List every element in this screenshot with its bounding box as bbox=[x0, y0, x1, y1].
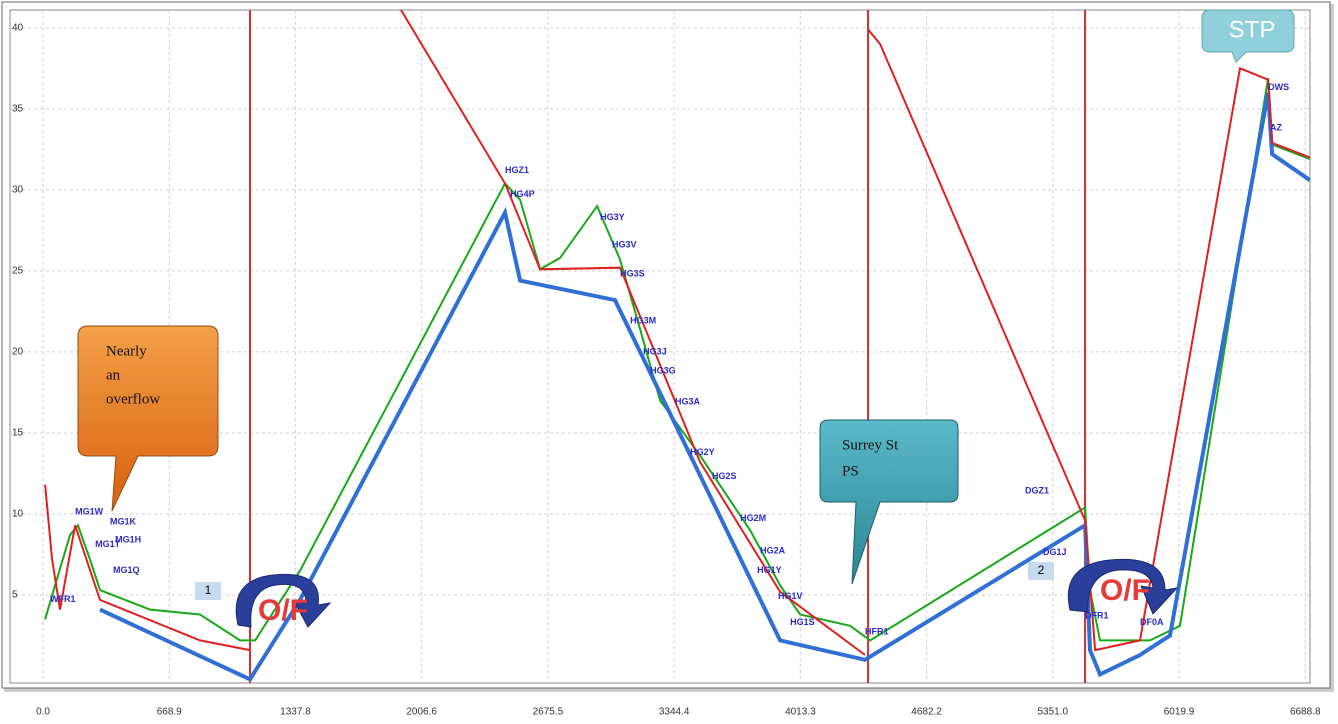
y-tick-label: 25 bbox=[12, 266, 24, 277]
callout-text: Surrey St bbox=[842, 437, 899, 453]
overflow-callout: Nearly an overflow bbox=[77, 325, 219, 512]
node-label: HG2S bbox=[712, 471, 737, 481]
node-label: HG1S bbox=[790, 617, 815, 627]
y-tick-label: 35 bbox=[12, 103, 24, 114]
node-label: HGZ1 bbox=[505, 165, 529, 175]
node-label: MG1T bbox=[95, 539, 121, 549]
profile-line bbox=[867, 28, 1310, 652]
x-tick-label: 4682.2 bbox=[911, 707, 942, 718]
node-label: MG1W bbox=[75, 507, 104, 517]
overflow-arrow: O/F bbox=[1067, 558, 1179, 615]
x-tick-label: 2006.6 bbox=[406, 707, 437, 718]
node-label: DGZ1 bbox=[1025, 486, 1049, 496]
profile-line bbox=[44, 484, 251, 652]
x-tick-label: 6019.9 bbox=[1164, 707, 1195, 718]
callout-text: overflow bbox=[106, 391, 160, 407]
number-box bbox=[195, 582, 221, 600]
x-tick-label: 0.0 bbox=[36, 707, 50, 718]
profile-line bbox=[399, 10, 866, 656]
of-label: O/F bbox=[1100, 574, 1150, 607]
node-label: HG4P bbox=[510, 189, 535, 199]
profile-line bbox=[44, 77, 1310, 642]
x-tick-label: 4013.3 bbox=[785, 707, 816, 718]
of-label: O/F bbox=[258, 594, 308, 627]
node-label: HG2Y bbox=[690, 447, 715, 457]
node-label: HG3S bbox=[620, 269, 645, 279]
node-label: HG2A bbox=[760, 546, 786, 556]
x-tick-label: 2675.5 bbox=[533, 707, 564, 718]
number-label: 2 bbox=[1038, 563, 1045, 577]
number-box bbox=[1028, 562, 1054, 580]
profile-line bbox=[99, 92, 1310, 682]
node-label: WFR1 bbox=[50, 594, 76, 604]
stp-badge: STP bbox=[1201, 9, 1295, 63]
node-label: DFR1 bbox=[1085, 610, 1109, 620]
overflow-arrow: O/F bbox=[235, 573, 332, 628]
node-label: HG3G bbox=[650, 366, 676, 376]
node-label: HG3M bbox=[630, 316, 656, 326]
node-label: DG1J bbox=[1043, 547, 1067, 557]
node-label: MG1K bbox=[110, 516, 137, 526]
callout-text: PS bbox=[842, 463, 859, 479]
y-tick-label: 40 bbox=[12, 22, 24, 33]
y-tick-label: 15 bbox=[12, 428, 24, 439]
node-label: HG3J bbox=[643, 346, 667, 356]
node-label: HG1V bbox=[778, 591, 803, 601]
y-tick-label: 10 bbox=[12, 509, 24, 520]
y-tick-label: 5 bbox=[12, 590, 18, 601]
node-label: MG1H bbox=[115, 534, 141, 544]
x-tick-label: 5351.0 bbox=[1037, 707, 1068, 718]
callout-text: an bbox=[106, 367, 121, 383]
number-label: 1 bbox=[205, 583, 212, 597]
node-label: AZ bbox=[1270, 123, 1282, 133]
x-tick-label: 1337.8 bbox=[280, 707, 311, 718]
y-tick-label: 20 bbox=[12, 347, 24, 358]
x-tick-label: 3344.4 bbox=[659, 707, 690, 718]
node-label: HFR1 bbox=[865, 627, 889, 637]
node-label: HG2M bbox=[740, 513, 766, 523]
node-label: HG3A bbox=[675, 397, 701, 407]
callout-text: Nearly bbox=[106, 343, 147, 359]
node-label: MG1Q bbox=[113, 565, 140, 575]
x-tick-label: 668.9 bbox=[157, 707, 182, 718]
x-tick-label: 6688.8 bbox=[1290, 707, 1321, 718]
node-label: HG3V bbox=[612, 239, 637, 249]
y-tick-label: 30 bbox=[12, 185, 24, 196]
stp-label: STP bbox=[1229, 16, 1276, 43]
node-label: HG1Y bbox=[757, 565, 782, 575]
node-label: DWS bbox=[1268, 82, 1289, 92]
node-label: DF0A bbox=[1140, 617, 1164, 627]
pump-callout: Surrey St PS bbox=[819, 419, 959, 585]
node-label: HG3Y bbox=[600, 212, 625, 222]
